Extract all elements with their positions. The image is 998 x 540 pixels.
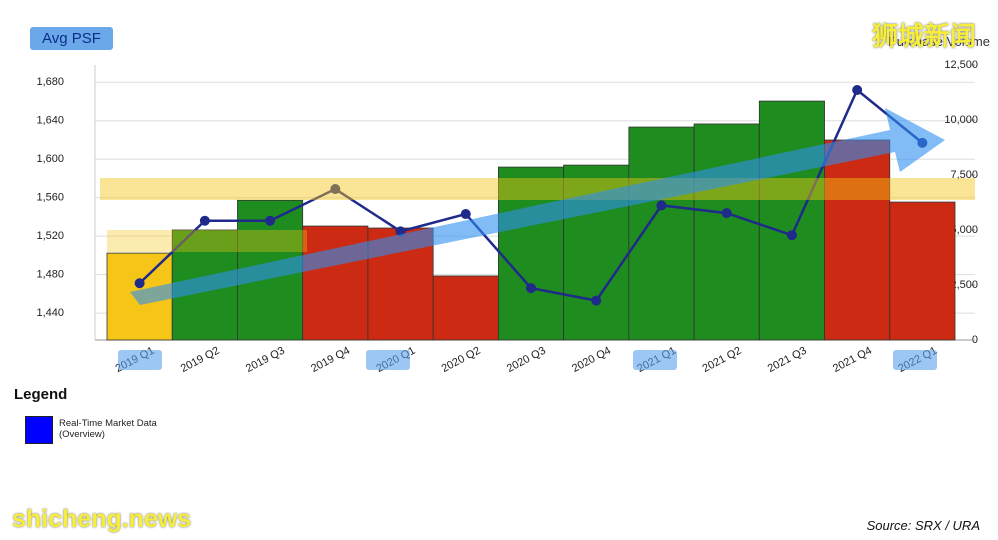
y2-tick-label: 5,000 bbox=[950, 224, 978, 236]
y2-tick-label: 7,500 bbox=[950, 169, 978, 181]
x-tick-label: 2020 Q3 bbox=[505, 345, 548, 375]
bar bbox=[824, 139, 891, 341]
bar bbox=[302, 225, 369, 341]
line-point bbox=[134, 278, 145, 289]
x-tick-label: 2019 Q2 bbox=[179, 345, 222, 375]
highlight-tag bbox=[893, 350, 937, 370]
line-point bbox=[460, 209, 471, 220]
x-tick-label: 2021 Q3 bbox=[766, 345, 809, 375]
line-point bbox=[265, 215, 276, 226]
y2-axis-label: Purchase Volume bbox=[888, 34, 990, 49]
y2-tick-label: 10,000 bbox=[944, 114, 978, 126]
y-tick-label: 1,640 bbox=[36, 115, 64, 127]
bar bbox=[628, 126, 695, 341]
source: Source: SRX / URA bbox=[866, 518, 980, 533]
x-tick-label: 2019 Q3 bbox=[244, 345, 287, 375]
y-tick-label: 1,480 bbox=[36, 269, 64, 281]
line-point bbox=[526, 283, 536, 294]
x-tick-label: 2020 Q2 bbox=[440, 345, 483, 375]
highlight-tag bbox=[633, 350, 677, 370]
y-tick-label: 1,520 bbox=[36, 230, 64, 242]
x-tick-label: 2020 Q4 bbox=[570, 345, 613, 375]
trend-arrow bbox=[130, 108, 945, 305]
line-point bbox=[591, 295, 602, 306]
legend-swatch bbox=[25, 416, 53, 444]
x-tick-label: 2021 Q4 bbox=[831, 345, 874, 375]
bar bbox=[693, 123, 760, 341]
line-point bbox=[330, 184, 341, 195]
line-point bbox=[656, 200, 667, 211]
y-axis-label: Avg PSF bbox=[30, 27, 113, 50]
y-tick-label: 1,440 bbox=[36, 307, 64, 319]
watermark: 狮城新闻 bbox=[872, 21, 977, 51]
highlight-band bbox=[100, 178, 975, 200]
bar bbox=[758, 100, 825, 341]
legend-title: Legend bbox=[14, 386, 68, 403]
line-point bbox=[852, 85, 863, 95]
y-tick-label: 1,680 bbox=[36, 76, 64, 88]
line-point bbox=[199, 215, 210, 226]
bar bbox=[432, 275, 499, 341]
x-tick-label: 2021 Q2 bbox=[701, 345, 744, 375]
bar bbox=[497, 166, 565, 341]
highlight-band bbox=[107, 230, 307, 252]
x-tick-label: 2019 Q4 bbox=[309, 345, 352, 375]
line-point bbox=[786, 230, 797, 241]
watermark: shicheng.news bbox=[12, 505, 192, 533]
y2-tick-label: 2,500 bbox=[950, 279, 978, 291]
y-tick-label: 1,560 bbox=[36, 192, 64, 204]
highlight-tag bbox=[366, 350, 410, 370]
bar bbox=[889, 201, 956, 341]
y2-tick-label: 12,500 bbox=[944, 59, 978, 71]
highlight-tag bbox=[118, 350, 162, 370]
legend-label: Real-Time Market Data (Overview) bbox=[59, 418, 157, 440]
line-point bbox=[721, 208, 732, 219]
y-tick-label: 1,600 bbox=[36, 153, 64, 165]
